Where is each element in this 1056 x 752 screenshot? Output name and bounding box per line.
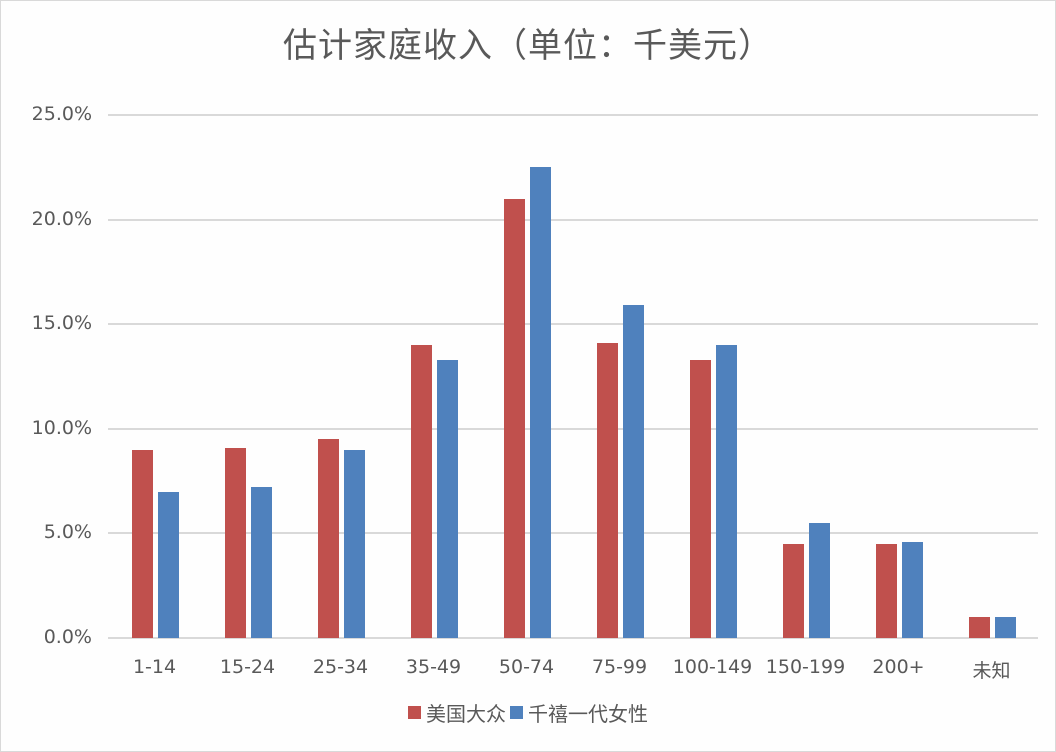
x-tick-label: 1-14 (132, 656, 177, 678)
y-tick-label: 0.0% (43, 626, 92, 648)
x-tick-label: 25-34 (312, 656, 369, 678)
chart-legend: 美国大众 千禧一代女性 (0, 698, 1056, 727)
bar[interactable] (875, 543, 897, 638)
legend-label: 千禧一代女性 (528, 702, 648, 726)
bar[interactable] (436, 359, 458, 638)
bar[interactable] (317, 439, 339, 638)
y-tick-label: 15.0% (31, 312, 92, 335)
legend-swatch-icon (510, 706, 523, 719)
bar[interactable] (410, 345, 432, 638)
gridline (108, 114, 1038, 116)
x-tick-label: 75-99 (591, 656, 648, 678)
gridline (108, 218, 1038, 221)
bar[interactable] (503, 198, 525, 638)
y-tick-label: 10.0% (31, 416, 92, 439)
bar[interactable] (250, 487, 272, 638)
legend-label: 美国大众 (426, 702, 506, 726)
chart-title: 估计家庭收入（单位：千美元） (283, 26, 773, 66)
bar[interactable] (901, 541, 923, 638)
bar[interactable] (224, 447, 246, 638)
x-tick-label: 200+ (872, 656, 925, 678)
gridline (108, 532, 1038, 535)
legend-item[interactable]: 千禧一代女性 (510, 698, 648, 727)
bar[interactable] (157, 491, 179, 638)
bar[interactable] (968, 617, 990, 638)
bar[interactable] (529, 167, 551, 638)
x-tick-label: 50-74 (498, 656, 555, 678)
bar[interactable] (622, 305, 644, 638)
bar[interactable] (715, 345, 737, 638)
gridline (108, 637, 1038, 639)
gridline (108, 427, 1038, 430)
y-tick-label: 5.0% (43, 521, 92, 544)
bar[interactable] (131, 449, 153, 638)
x-tick-label: 100-149 (672, 656, 753, 678)
y-tick-label: 20.0% (31, 207, 92, 230)
bar[interactable] (782, 543, 804, 638)
x-tick-label: 15-24 (219, 656, 276, 678)
legend-item[interactable]: 美国大众 (408, 698, 506, 727)
bar[interactable] (689, 359, 711, 638)
y-tick-label: 25.0% (31, 103, 92, 125)
bar[interactable] (596, 343, 618, 638)
x-tick-label: 150-199 (765, 656, 846, 678)
bar[interactable] (808, 522, 830, 638)
bar[interactable] (343, 449, 365, 638)
legend-swatch-icon (408, 706, 421, 719)
x-tick-label: 未知 (972, 660, 1011, 682)
bar[interactable] (994, 617, 1016, 638)
gridline (108, 323, 1038, 326)
x-tick-label: 35-49 (405, 656, 462, 678)
